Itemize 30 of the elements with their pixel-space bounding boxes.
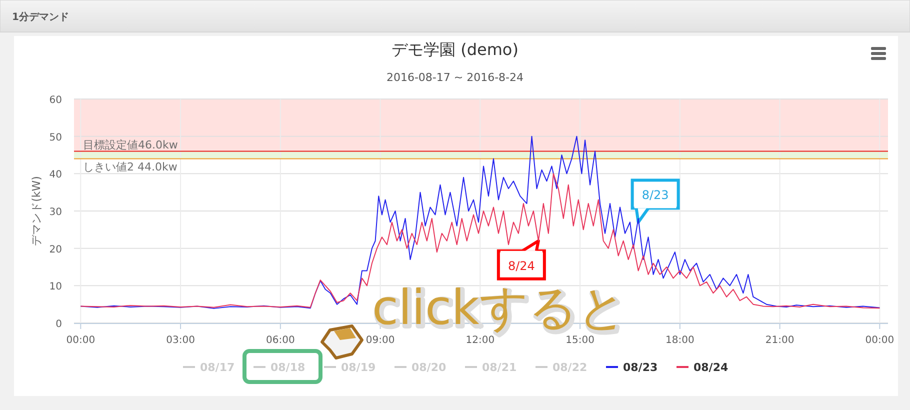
annotation: 8/24 [508, 258, 535, 273]
legend-label: 08/24 [694, 361, 728, 374]
callout: 8/23 [630, 178, 680, 224]
x-tick-label: 00:00 [865, 335, 894, 346]
y-tick-label: 20 [49, 244, 62, 256]
y-axis-title: デマンド(kW) [30, 176, 43, 246]
y-tick-label: 40 [49, 170, 62, 181]
x-tick-label: 18:00 [666, 335, 694, 346]
x-tick-label: 15:00 [566, 335, 594, 346]
legend-item: 08/24 [676, 361, 728, 374]
text: 1分デマンド [12, 11, 69, 23]
legend-item: 08/23 [606, 361, 658, 374]
x-tick-label: 03:00 [166, 335, 195, 346]
x-tick-label: 09:00 [366, 335, 395, 346]
callout: 8/24 [496, 239, 546, 280]
y-tick-label: 0 [56, 319, 62, 330]
legend-label: 08/23 [623, 361, 658, 374]
y-tick-label: 10 [49, 282, 62, 293]
annotation: 8/23 [642, 188, 669, 202]
x-tick-label: 12:00 [466, 335, 495, 346]
y-tick-label: 50 [49, 132, 62, 144]
chart-title: デモ学園 (demo) [392, 40, 518, 59]
y-tick-label: 60 [49, 95, 62, 106]
ref-line-label: しきい値2 44.0kw [83, 160, 178, 174]
x-tick-label: 21:00 [765, 335, 794, 346]
y-tick-label: 30 [49, 207, 62, 218]
ref-line-label: 目標設定値46.0kw [83, 138, 178, 152]
chart-subtitle: 2016-08-17 ~ 2016-8-24 [386, 71, 524, 84]
x-tick-label: 00:00 [66, 335, 96, 346]
x-tick-label: 06:00 [266, 335, 295, 346]
